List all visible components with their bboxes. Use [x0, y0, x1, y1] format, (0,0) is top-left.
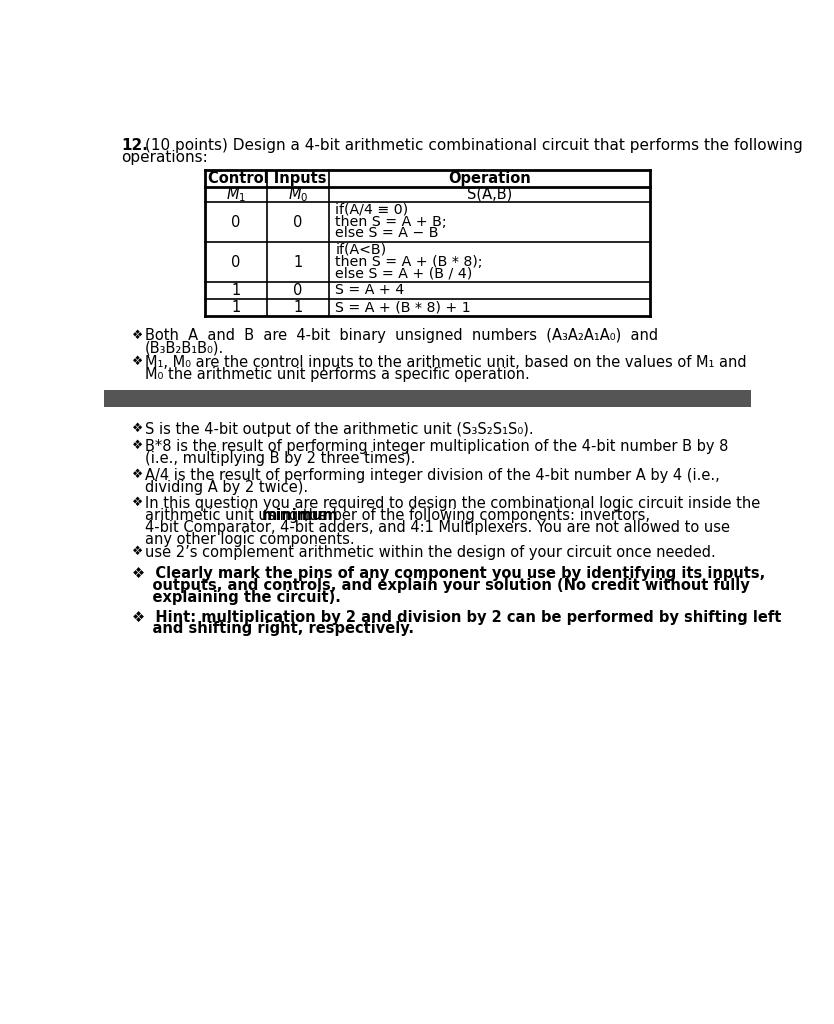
Text: operations:: operations:: [121, 150, 208, 165]
Text: else S = A − B: else S = A − B: [335, 226, 439, 241]
Text: if(A<B): if(A<B): [335, 243, 386, 257]
Text: 0: 0: [231, 215, 241, 229]
Text: explaining the circuit).: explaining the circuit).: [132, 590, 341, 605]
Text: then S = A + B;: then S = A + B;: [335, 215, 447, 228]
Text: 1: 1: [231, 300, 241, 315]
Text: (B₃B₂B₁B₀).: (B₃B₂B₁B₀).: [144, 340, 224, 355]
Text: (i.e., multiplying B by 2 three times).: (i.e., multiplying B by 2 three times).: [144, 452, 415, 466]
Text: (10 points) Design a 4-bit arithmetic combinational circuit that performs the fo: (10 points) Design a 4-bit arithmetic co…: [144, 137, 802, 153]
Text: Operation: Operation: [448, 171, 530, 185]
Bar: [104, 390, 751, 407]
Text: B*8 is the result of performing integer multiplication of the 4-bit number B by : B*8 is the result of performing integer …: [144, 439, 728, 455]
Text: ❖: ❖: [132, 439, 143, 453]
Text: 0: 0: [231, 255, 241, 269]
Text: minimum: minimum: [262, 508, 339, 523]
Text: M₁, M₀ are the control inputs to the arithmetic unit, based on the values of M₁ : M₁, M₀ are the control inputs to the ari…: [144, 354, 746, 370]
Text: Both  A  and  B  are  4-bit  binary  unsigned  numbers  (A₃A₂A₁A₀)  and: Both A and B are 4-bit binary unsigned n…: [144, 329, 658, 343]
Text: outputs, and controls, and explain your solution (No credit without fully: outputs, and controls, and explain your …: [132, 579, 750, 593]
Text: $M_0$: $M_0$: [288, 185, 309, 204]
Text: ❖  Clearly mark the pins of any component you use by identifying its inputs,: ❖ Clearly mark the pins of any component…: [132, 566, 766, 582]
Text: ❖: ❖: [132, 423, 143, 435]
Text: arithmetic unit using the: arithmetic unit using the: [144, 508, 331, 523]
Text: use 2’s complement arithmetic within the design of your circuit once needed.: use 2’s complement arithmetic within the…: [144, 545, 716, 560]
Text: ❖: ❖: [132, 468, 143, 481]
Text: 1: 1: [231, 284, 241, 298]
Text: 0: 0: [294, 284, 303, 298]
Text: and shifting right, respectively.: and shifting right, respectively.: [132, 622, 414, 637]
Text: S = A + 4: S = A + 4: [335, 283, 404, 297]
Text: S is the 4-bit output of the arithmetic unit (S₃S₂S₁S₀).: S is the 4-bit output of the arithmetic …: [144, 423, 533, 437]
Text: any other logic components.: any other logic components.: [144, 532, 354, 547]
Text: Control Inputs: Control Inputs: [208, 171, 326, 185]
Text: 1: 1: [294, 300, 303, 315]
Text: 12.: 12.: [121, 137, 148, 153]
Text: ❖  Hint: multiplication by 2 and division by 2 can be performed by shifting left: ❖ Hint: multiplication by 2 and division…: [132, 609, 781, 625]
Text: ❖: ❖: [132, 354, 143, 368]
Text: ❖: ❖: [132, 545, 143, 558]
Text: else S = A + (B / 4): else S = A + (B / 4): [335, 266, 472, 281]
Text: 4-bit Comparator, 4-bit adders, and 4:1 Multiplexers. You are not allowed to use: 4-bit Comparator, 4-bit adders, and 4:1 …: [144, 520, 730, 536]
Text: M₀ the arithmetic unit performs a specific operation.: M₀ the arithmetic unit performs a specif…: [144, 367, 530, 382]
Text: S(A,B): S(A,B): [467, 187, 512, 202]
Text: dividing A by 2 twice).: dividing A by 2 twice).: [144, 480, 308, 495]
Text: 1: 1: [294, 255, 303, 269]
Text: $M_1$: $M_1$: [226, 185, 246, 204]
Text: then S = A + (B * 8);: then S = A + (B * 8);: [335, 255, 483, 268]
Text: S = A + (B * 8) + 1: S = A + (B * 8) + 1: [335, 300, 471, 314]
Text: ❖: ❖: [132, 329, 143, 341]
Text: A/4 is the result of performing integer division of the 4-bit number A by 4 (i.e: A/4 is the result of performing integer …: [144, 468, 719, 483]
Text: 0: 0: [294, 215, 303, 229]
Text: ❖: ❖: [132, 497, 143, 509]
Text: In this question you are required to design the combinational logic circuit insi: In this question you are required to des…: [144, 497, 760, 511]
Text: if(A/4 ≡ 0): if(A/4 ≡ 0): [335, 203, 409, 217]
Text: number of the following components: invertors,: number of the following components: inve…: [295, 508, 651, 523]
